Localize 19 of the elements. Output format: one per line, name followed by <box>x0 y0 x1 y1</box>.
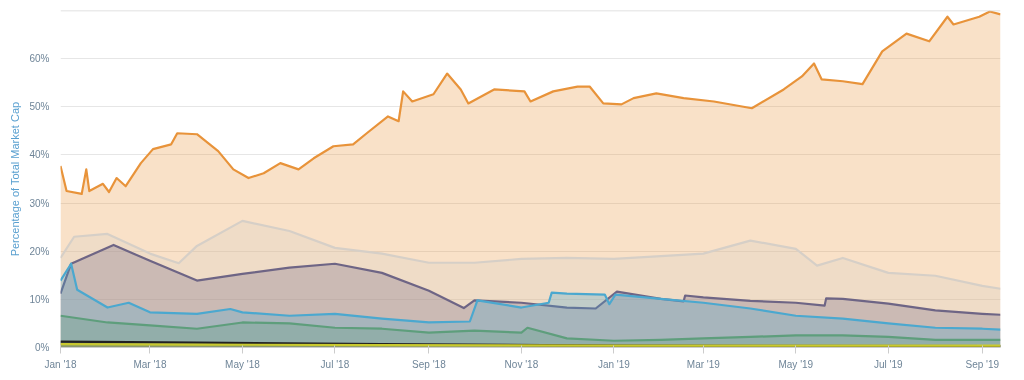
x-tick-label: May '18 <box>225 358 261 370</box>
x-tick-label: Jan '19 <box>597 358 631 370</box>
y-tick-label: 40% <box>29 149 50 161</box>
x-tick-label: Jul '19 <box>874 358 904 370</box>
y-tick-label: 60% <box>29 53 50 65</box>
y-tick-label: 30% <box>29 197 50 209</box>
x-tick-label: Nov '18 <box>504 358 539 370</box>
x-tick-label: Sep '19 <box>965 358 1000 370</box>
y-axis-title: Percentage of Total Market Cap <box>9 101 22 257</box>
y-tick-label: 10% <box>29 293 50 305</box>
x-tick-label: Jan '18 <box>44 358 77 370</box>
y-tick-label: 50% <box>29 101 50 113</box>
y-tick-label: 20% <box>29 245 50 257</box>
y-tick-label: 0% <box>35 342 50 353</box>
x-tick-label: May '19 <box>778 358 814 370</box>
x-tick-label: Mar '19 <box>686 358 721 370</box>
x-tick-label: Mar '18 <box>133 358 167 370</box>
x-tick-label: Sep '18 <box>412 358 447 370</box>
x-tick-label: Jul '18 <box>320 358 350 370</box>
